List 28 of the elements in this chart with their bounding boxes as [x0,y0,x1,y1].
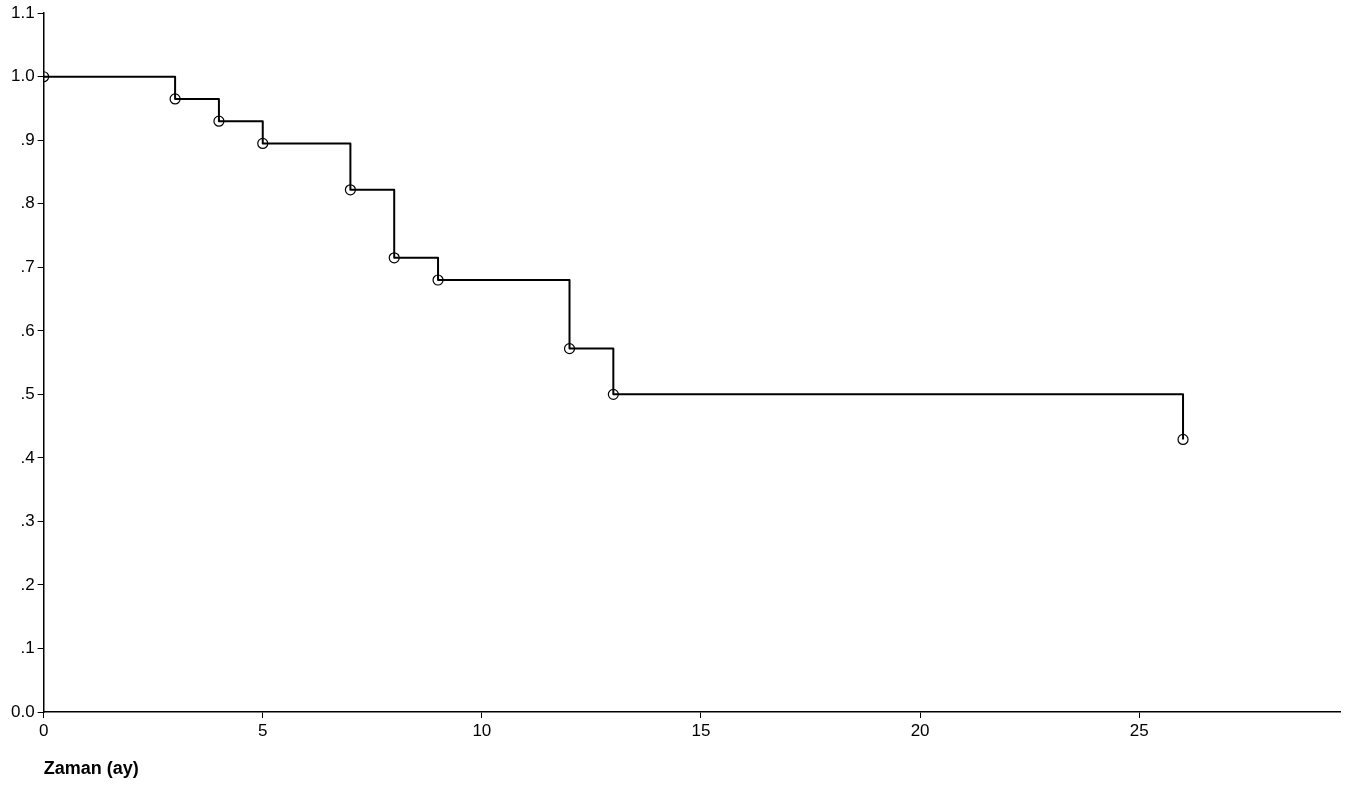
y-tick-label: .2 [20,574,35,594]
y-tick-label: .8 [20,193,35,213]
y-tick-label: .3 [20,511,35,531]
x-tick-label: 20 [910,720,930,740]
point [344,184,356,196]
y-tick-label: .9 [20,129,35,149]
point [432,274,444,286]
y-tick-label: .1 [20,638,35,658]
y-tick-label: .4 [20,447,35,467]
x-axis-title: Zaman (ay) [43,758,139,779]
y-tick-label: .5 [20,384,35,404]
x-tick-label: 15 [691,720,711,740]
x-tick-label: 10 [472,720,492,740]
y-tick-label: .7 [20,257,35,276]
point [213,115,225,127]
y-tick-label: 0.0 [10,701,35,721]
point [607,388,619,400]
y-tick-label: 1.1 [10,2,35,22]
y-tick-label: .6 [20,320,35,340]
x-tick-label: 0 [38,720,49,740]
point [257,137,269,150]
y-tick-label: 1.0 [10,66,35,86]
point [388,252,400,264]
point [169,93,181,105]
point [1177,433,1189,446]
x-tick-label: 5 [258,720,268,740]
point [563,343,576,355]
x-tick-label: 25 [1129,720,1149,740]
